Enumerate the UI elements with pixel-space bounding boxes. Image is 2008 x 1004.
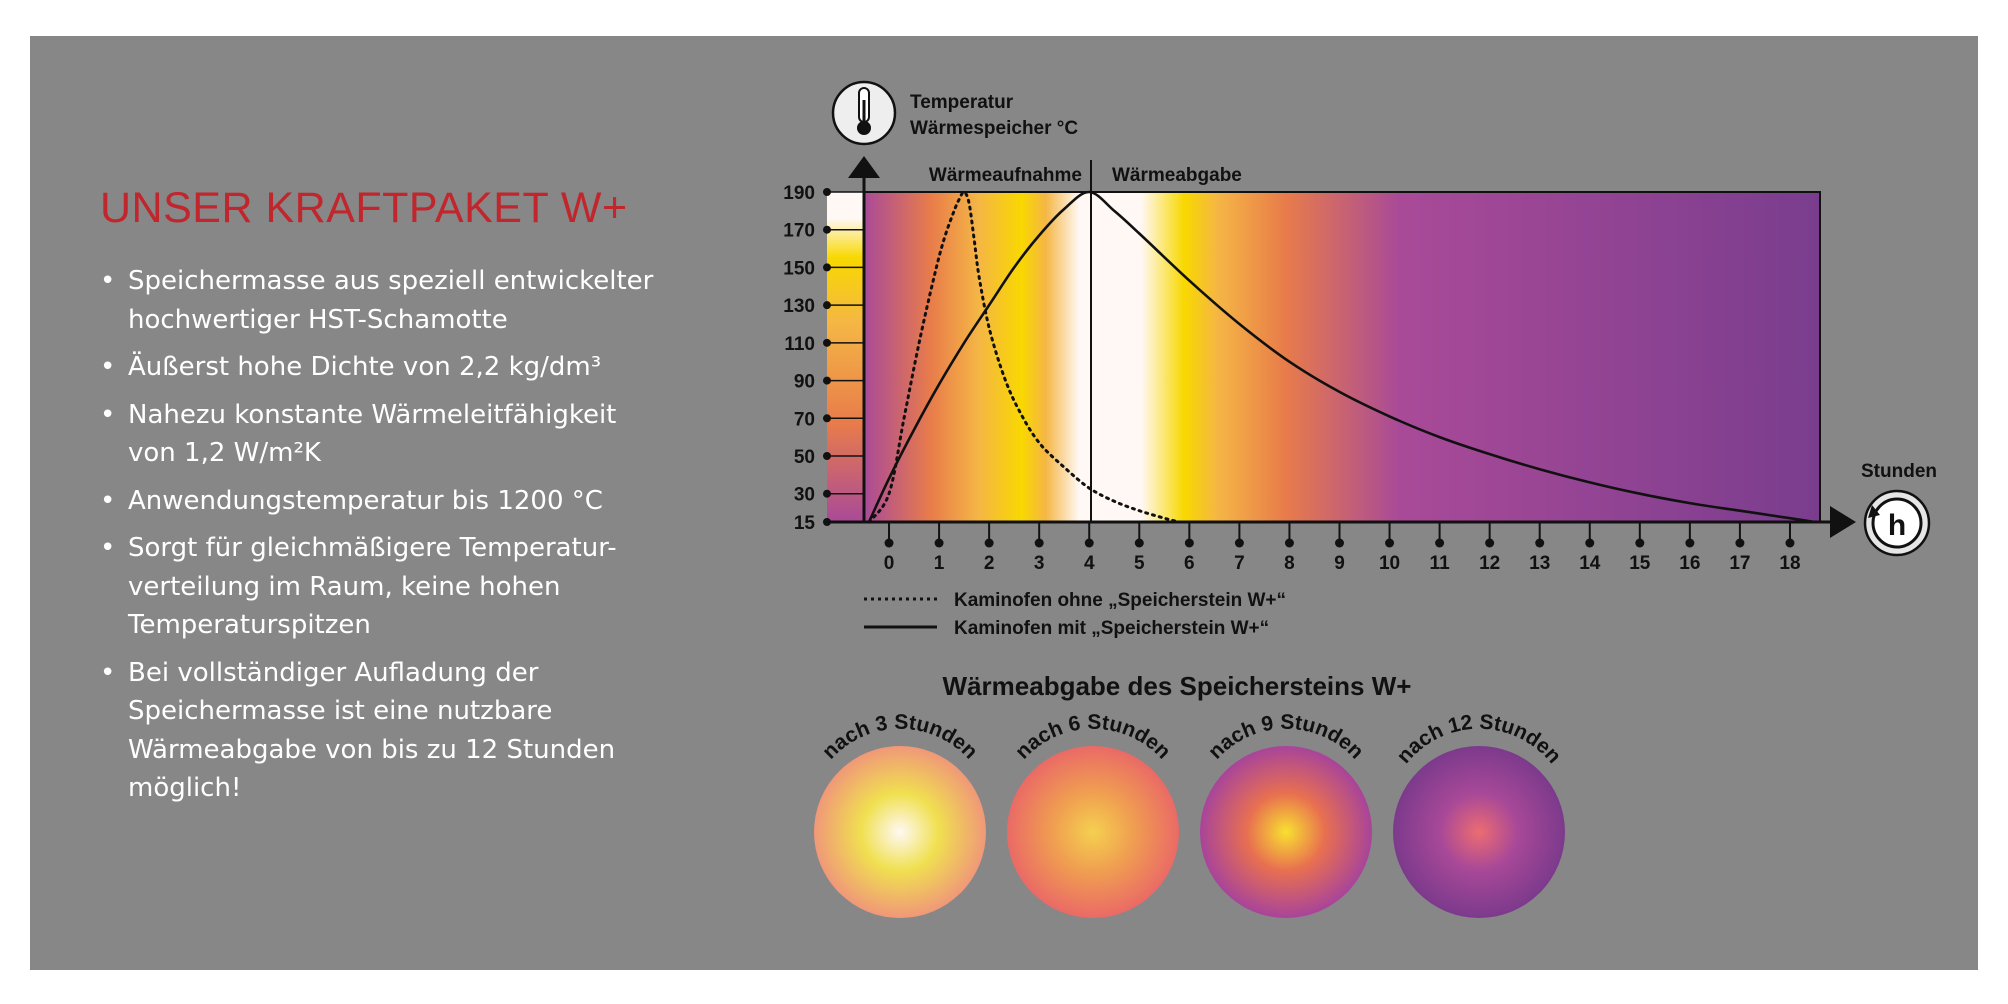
heat-gradient-band xyxy=(864,192,1820,522)
temperature-color-scale xyxy=(827,192,864,522)
x-tick-dot xyxy=(1435,538,1445,548)
feature-text: Nahezu konstante Wärmeleitfähigkeit von … xyxy=(128,399,617,469)
x-tick-label: 15 xyxy=(1629,553,1651,574)
page-title: UNSER KRAFTPAKET W+ xyxy=(100,184,628,232)
y-tick-label: 30 xyxy=(794,485,815,506)
x-tick-label: 0 xyxy=(884,553,895,574)
x-tick-label: 2 xyxy=(984,553,995,574)
x-tick-dot xyxy=(1535,538,1545,548)
x-tick-dot xyxy=(1284,538,1294,548)
phase-label-intake: Wärmeaufnahme xyxy=(929,165,1082,186)
feature-text: Bei vollständiger Aufladung der Speicher… xyxy=(128,657,616,804)
x-tick-dot xyxy=(884,538,894,548)
x-tick-label: 16 xyxy=(1679,553,1700,574)
x-tick-dot xyxy=(1785,538,1795,548)
feature-item: Nahezu konstante Wärmeleitfähigkeit von … xyxy=(100,396,660,473)
heat-circle-12h xyxy=(1393,746,1565,918)
feature-item: Anwendungstemperatur bis 1200 °C xyxy=(100,482,660,521)
x-tick-label: 13 xyxy=(1529,553,1550,574)
phase-label-release: Wärmeabgabe xyxy=(1112,165,1242,186)
feature-text: Äußerst hohe Dichte von 2,2 kg/dm³ xyxy=(128,352,602,382)
x-tick-label: 8 xyxy=(1284,553,1295,574)
y-tick-label: 130 xyxy=(783,296,815,317)
y-tick-label: 50 xyxy=(794,447,815,468)
x-tick-dot xyxy=(1385,538,1395,548)
x-tick-label: 4 xyxy=(1084,553,1095,574)
x-ticks: 0 1 2 3 4 5 6 7 8 9 10 11 12 13 14 15 16 17 18 xyxy=(884,522,1801,574)
x-tick-dot xyxy=(1585,538,1595,548)
x-tick-dot xyxy=(1084,538,1094,548)
legend-label-solid: Kaminofen mit „Speicherstein W+“ xyxy=(954,618,1269,639)
y-tick-label: 150 xyxy=(783,258,815,279)
x-tick-label: 12 xyxy=(1479,553,1500,574)
legend-label-dotted: Kaminofen ohne „Speicherstein W+“ xyxy=(954,590,1286,611)
x-tick-dot xyxy=(1134,538,1144,548)
feature-item: Bei vollständiger Aufladung der Speicher… xyxy=(100,654,660,808)
x-tick-dot xyxy=(1184,538,1194,548)
x-tick-label: 11 xyxy=(1430,553,1451,574)
x-tick-dot xyxy=(1034,538,1044,548)
x-tick-label: 6 xyxy=(1184,553,1195,574)
feature-list: Speichermasse aus speziell entwickelter … xyxy=(100,262,660,817)
x-tick-label: 9 xyxy=(1334,553,1345,574)
y-axis-arrow-icon xyxy=(848,156,880,178)
x-tick-dot xyxy=(1334,538,1344,548)
x-tick-label: 18 xyxy=(1779,553,1800,574)
heat-circle-9h xyxy=(1200,746,1372,918)
feature-text: Anwendungstemperatur bis 1200 °C xyxy=(128,485,603,516)
x-axis-label: Stunden xyxy=(1861,461,1937,482)
x-tick-dot xyxy=(1685,538,1695,548)
x-tick-dot xyxy=(1485,538,1495,548)
heat-circle-3h xyxy=(814,746,986,918)
series-line-without-storage xyxy=(867,190,1181,524)
svg-text:h: h xyxy=(1888,509,1906,542)
x-tick-label: 17 xyxy=(1729,553,1750,574)
data-series xyxy=(867,190,1816,524)
heat-circle-6h xyxy=(1007,746,1179,918)
feature-text: Sorgt für gleichmäßigere Temperatur- ver… xyxy=(128,533,617,640)
feature-item: Speichermasse aus speziell entwickelter … xyxy=(100,262,660,339)
x-tick-label: 5 xyxy=(1134,553,1145,574)
x-tick-label: 1 xyxy=(934,553,945,574)
clock-h-icon: h xyxy=(1863,489,1931,557)
x-axis-arrow-icon xyxy=(1830,506,1856,538)
x-tick-dot xyxy=(934,538,944,548)
feature-item: Sorgt für gleichmäßigere Temperatur- ver… xyxy=(100,529,660,645)
heat-section-title: Wärmeabgabe des Speichersteins W+ xyxy=(943,671,1412,701)
x-tick-dot xyxy=(1735,538,1745,548)
y-tick-label: 170 xyxy=(783,221,815,242)
y-tick-label: 190 xyxy=(783,183,815,204)
y-axis-label-line-1: Temperatur xyxy=(910,92,1014,113)
y-axis-label-line-2: Wärmespeicher °C xyxy=(910,118,1078,139)
y-tick-label: 70 xyxy=(794,409,815,430)
feature-item: Äußerst hohe Dichte von 2,2 kg/dm³ xyxy=(100,348,660,387)
series-line-with-storage xyxy=(867,190,1816,524)
x-tick-dot xyxy=(1635,538,1645,548)
x-tick-label: 14 xyxy=(1579,553,1601,574)
feature-text: Speichermasse aus speziell entwickelter … xyxy=(128,266,654,335)
x-tick-dot xyxy=(984,538,994,548)
y-tick-label: 110 xyxy=(784,334,815,355)
y-ticks: 15 30 50 70 90 110 130 150 170 190 xyxy=(783,183,864,534)
thermometer-icon xyxy=(831,80,897,146)
x-tick-label: 10 xyxy=(1379,553,1400,574)
y-tick-label: 90 xyxy=(794,372,815,393)
y-tick-label: 15 xyxy=(794,513,816,534)
x-tick-label: 3 xyxy=(1034,553,1045,574)
x-tick-label: 7 xyxy=(1234,553,1245,574)
x-tick-dot xyxy=(1234,538,1244,548)
